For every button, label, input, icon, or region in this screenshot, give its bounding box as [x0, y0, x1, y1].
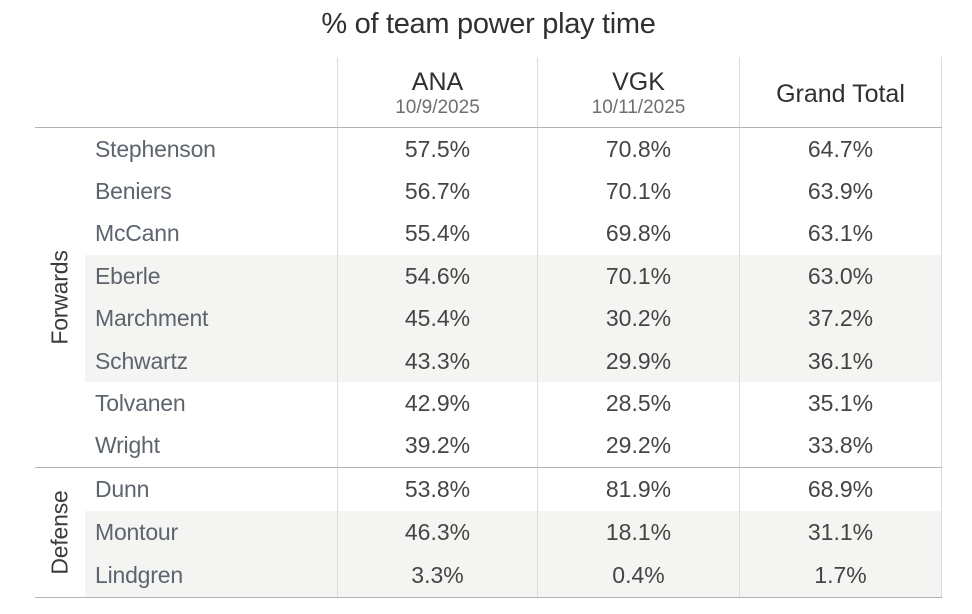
value-cell-grand-total[interactable]: 1.7% [739, 554, 942, 597]
value-cell-grand-total[interactable]: 63.9% [739, 170, 942, 213]
table-row: Stephenson 57.5% 70.8% 64.7% [85, 128, 942, 171]
value-cell-vgk[interactable]: 29.2% [537, 424, 739, 467]
table-row: Tolvanen 42.9% 28.5% 35.1% [85, 382, 942, 425]
table-row: Lindgren 3.3% 0.4% 1.7% [85, 554, 942, 597]
value-cell-vgk[interactable]: 18.1% [537, 511, 739, 554]
value-cell-ana[interactable]: 46.3% [337, 511, 537, 554]
table-row: Dunn 53.8% 81.9% 68.9% [85, 468, 942, 511]
header-corner-spacer [35, 57, 337, 127]
value-cell-grand-total[interactable]: 63.0% [739, 255, 942, 298]
game-date-label: 10/11/2025 [591, 96, 686, 118]
value-cell-ana[interactable]: 53.8% [337, 468, 537, 511]
chart-title: % of team power play time [321, 8, 656, 40]
value-cell-grand-total[interactable]: 64.7% [739, 128, 942, 171]
value-cell-vgk[interactable]: 0.4% [537, 554, 739, 597]
table-row: Eberle 54.6% 70.1% 63.0% [85, 255, 942, 298]
value-cell-ana[interactable]: 43.3% [337, 339, 537, 383]
column-header-grand-total[interactable]: Grand Total [739, 57, 942, 127]
player-name-cell[interactable]: Stephenson [95, 135, 216, 162]
row-group-label-forwards[interactable]: Forwards [35, 128, 85, 467]
player-name-cell[interactable]: Beniers [95, 178, 172, 205]
value-cell-grand-total[interactable]: 35.1% [739, 382, 942, 425]
value-cell-ana[interactable]: 42.9% [337, 382, 537, 425]
player-name-cell[interactable]: Dunn [95, 476, 150, 502]
table-row: Beniers 56.7% 70.1% 63.9% [85, 170, 942, 213]
value-cell-vgk[interactable]: 69.8% [537, 212, 739, 256]
group-label-text: Defense [46, 490, 73, 575]
pane-rows: Stephenson 57.5% 70.8% 64.7% Beniers 56.7% 70.… [85, 128, 942, 467]
value-cell-ana[interactable]: 39.2% [337, 424, 537, 467]
player-name-cell[interactable]: Lindgren [95, 562, 183, 588]
player-name-cell[interactable]: Wright [95, 432, 160, 459]
value-cell-vgk[interactable]: 70.8% [537, 128, 739, 171]
table-row: Schwartz 43.3% 29.9% 36.1% [85, 339, 942, 383]
value-cell-ana[interactable]: 45.4% [337, 297, 537, 340]
value-cell-grand-total[interactable]: 36.1% [739, 339, 942, 383]
player-name-cell[interactable]: Schwartz [95, 347, 188, 374]
value-cell-vgk[interactable]: 70.1% [537, 255, 739, 298]
player-name-cell[interactable]: Montour [95, 519, 178, 545]
player-name-cell[interactable]: Marchment [95, 305, 209, 332]
value-cell-ana[interactable]: 55.4% [337, 212, 537, 256]
player-name-cell[interactable]: Tolvanen [95, 389, 186, 416]
value-cell-grand-total[interactable]: 63.1% [739, 212, 942, 256]
player-name-cell[interactable]: Eberle [95, 262, 161, 289]
value-cell-vgk[interactable]: 30.2% [537, 297, 739, 340]
value-cell-ana[interactable]: 56.7% [337, 170, 537, 213]
pane-rows: Dunn 53.8% 81.9% 68.9% Montour 46.3% 18.1% 31.1… [85, 468, 942, 597]
team-label: ANA [411, 68, 464, 97]
value-cell-grand-total[interactable]: 68.9% [739, 468, 942, 511]
table-row: Montour 46.3% 18.1% 31.1% [85, 511, 942, 554]
value-cell-vgk[interactable]: 70.1% [537, 170, 739, 213]
value-cell-grand-total[interactable]: 37.2% [739, 297, 942, 340]
pane-forwards: Forwards Stephenson 57.5% 70.8% 64.7% Beniers… [35, 128, 942, 467]
column-header-row: ANA 10/9/2025 VGK 10/11/2025 Grand Total [35, 57, 942, 128]
table-row: Marchment 45.4% 30.2% 37.2% [85, 297, 942, 340]
group-label-text: Forwards [46, 250, 73, 345]
table-row: McCann 55.4% 69.8% 63.1% [85, 212, 942, 256]
value-cell-ana[interactable]: 3.3% [337, 554, 537, 597]
pane-defense: Defense Dunn 53.8% 81.9% 68.9% Montour 46.3% 18… [35, 467, 942, 597]
player-name-cell[interactable]: McCann [95, 220, 180, 247]
team-label: VGK [612, 68, 665, 97]
crosstab-table: ANA 10/9/2025 VGK 10/11/2025 Grand Total… [35, 57, 942, 598]
value-cell-vgk[interactable]: 29.9% [537, 339, 739, 383]
value-cell-vgk[interactable]: 28.5% [537, 382, 739, 425]
table-body: Forwards Stephenson 57.5% 70.8% 64.7% Beniers… [35, 128, 942, 598]
column-header-vgk[interactable]: VGK 10/11/2025 [537, 57, 739, 127]
game-date-label: 10/9/2025 [395, 96, 480, 118]
value-cell-vgk[interactable]: 81.9% [537, 468, 739, 511]
table-row: Wright 39.2% 29.2% 33.8% [85, 424, 942, 467]
grand-total-label: Grand Total [776, 79, 905, 108]
value-cell-ana[interactable]: 54.6% [337, 255, 537, 298]
row-group-label-defense[interactable]: Defense [35, 468, 85, 597]
value-cell-ana[interactable]: 57.5% [337, 128, 537, 171]
value-cell-grand-total[interactable]: 33.8% [739, 424, 942, 467]
column-header-ana[interactable]: ANA 10/9/2025 [337, 57, 537, 127]
value-cell-grand-total[interactable]: 31.1% [739, 511, 942, 554]
